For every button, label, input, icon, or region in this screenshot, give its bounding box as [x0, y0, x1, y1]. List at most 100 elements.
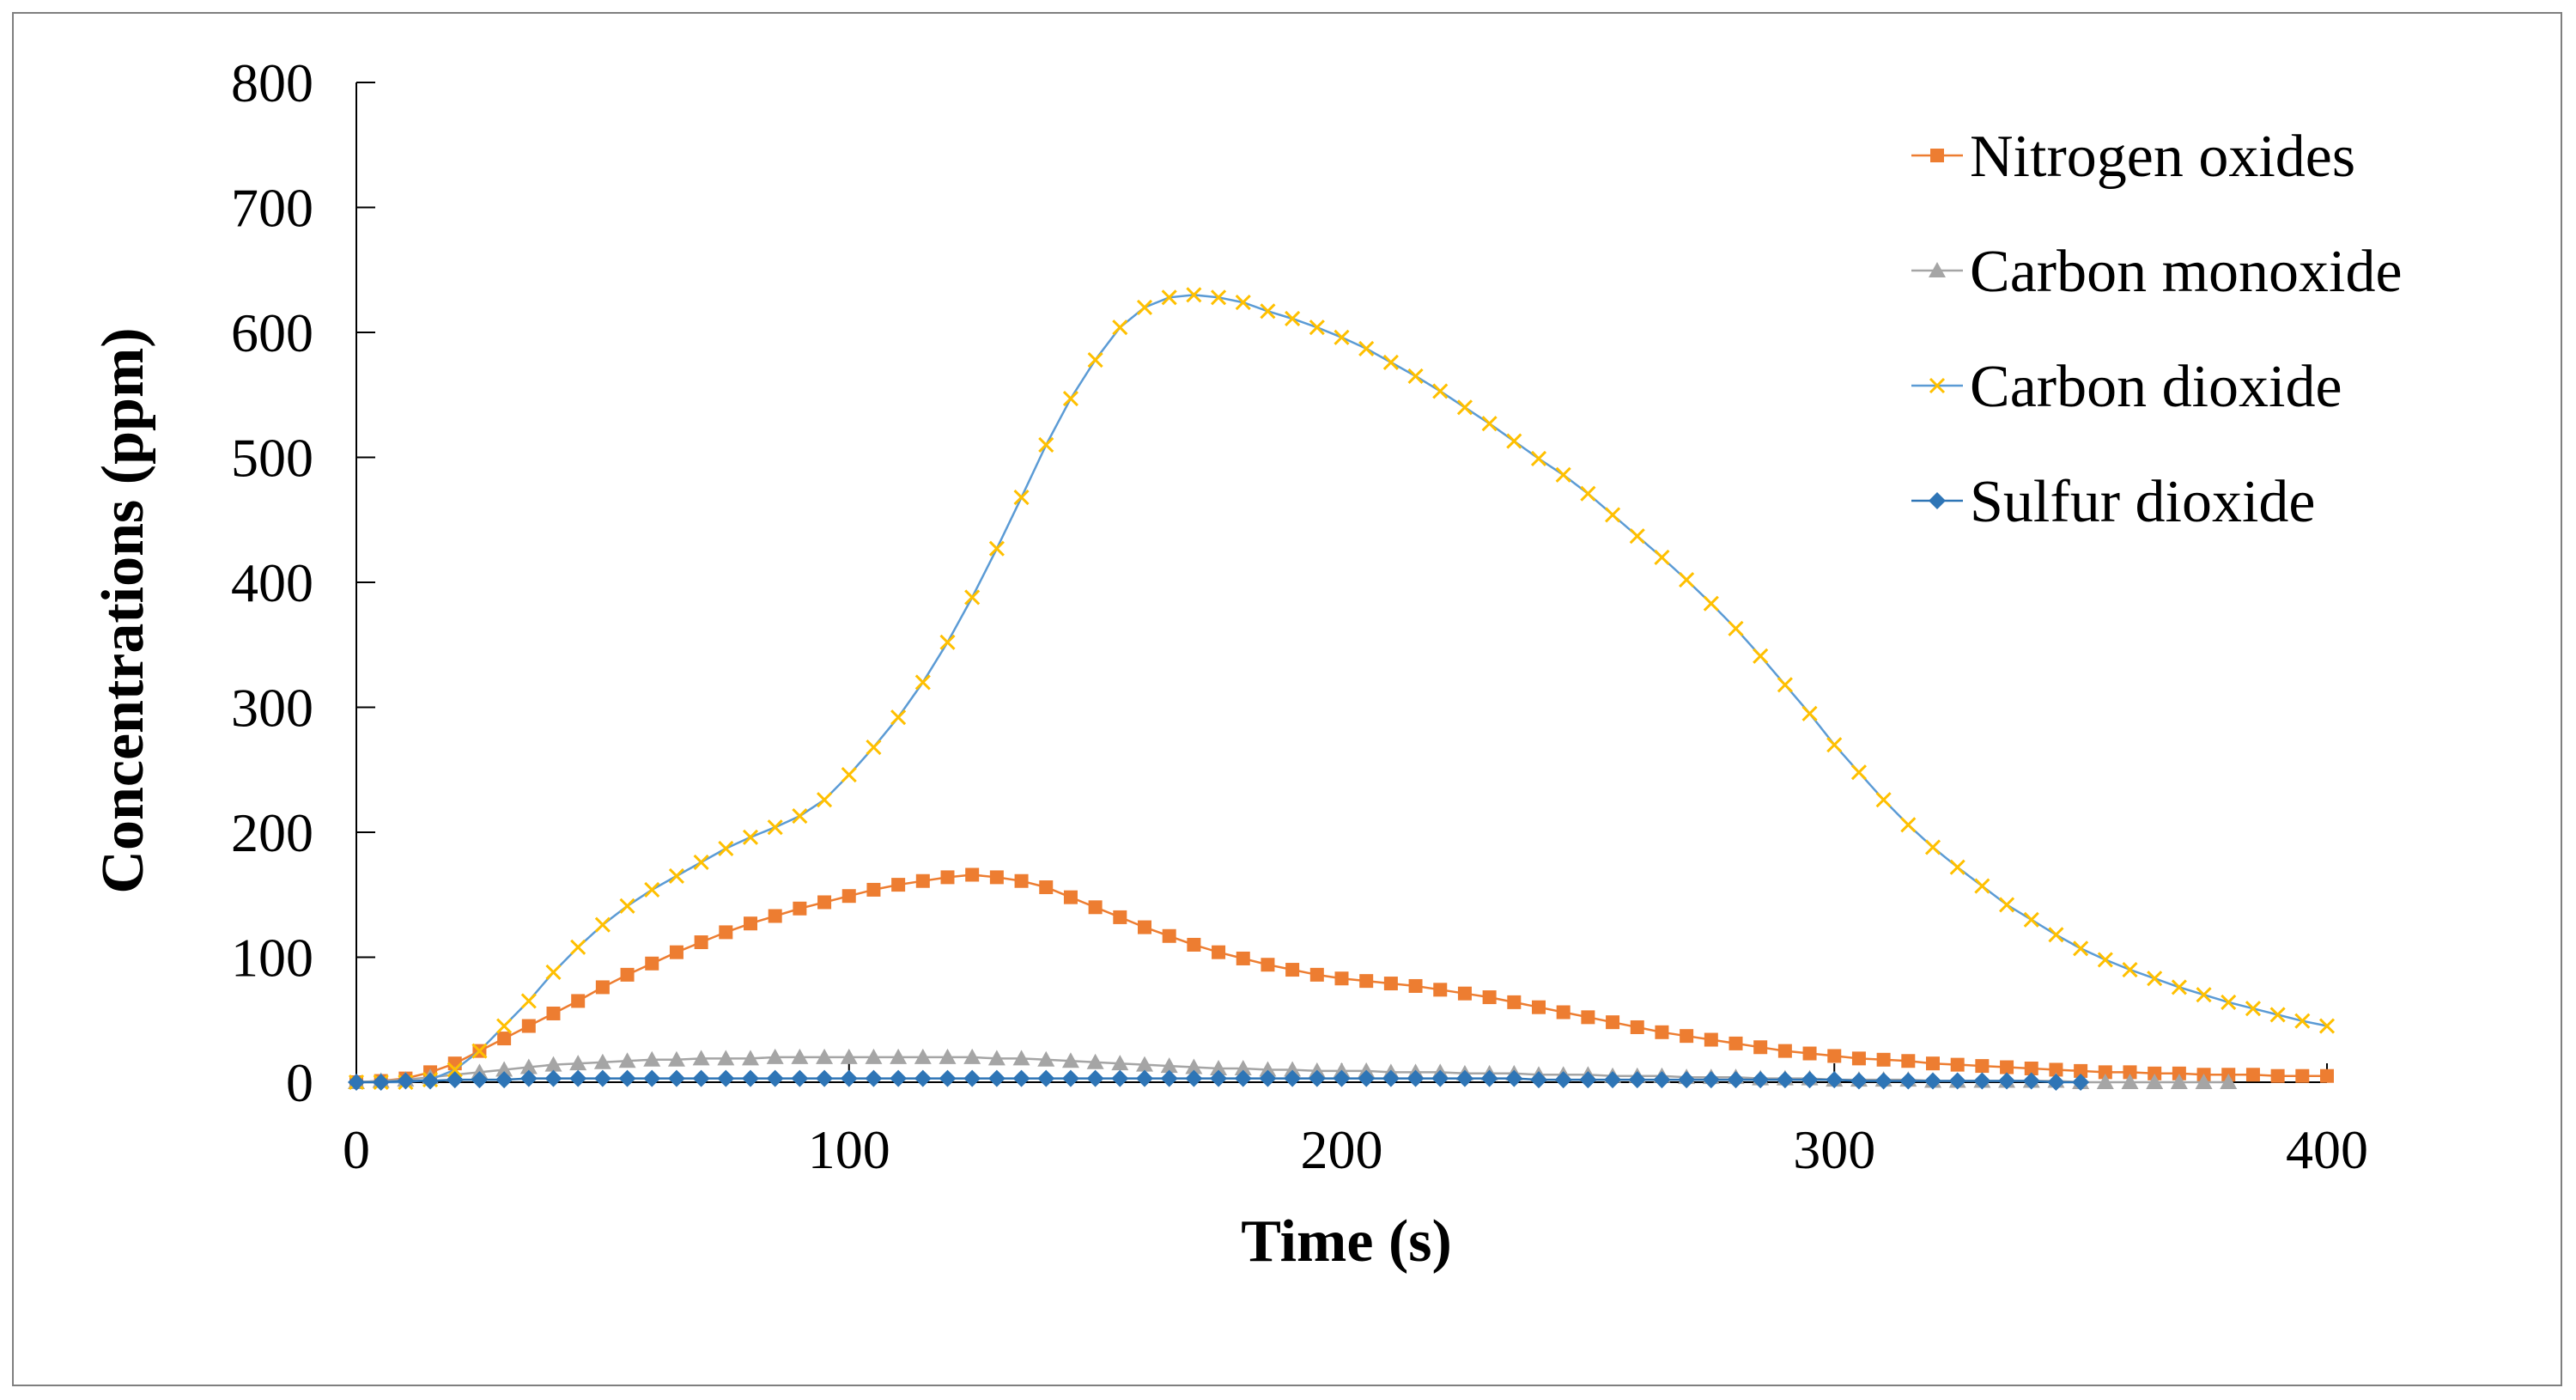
data-point-nitrogen-oxides — [1359, 974, 1374, 989]
data-point-carbon-monoxide — [1160, 1057, 1178, 1074]
data-point-carbon-dioxide — [447, 1062, 463, 1078]
data-point-carbon-dioxide — [619, 898, 635, 914]
data-point-carbon-dioxide — [1753, 648, 1769, 664]
data-point-sulfur-dioxide — [1455, 1069, 1473, 1087]
data-point-nitrogen-oxides — [1187, 937, 1201, 952]
data-point-nitrogen-oxides — [793, 901, 807, 916]
data-point-sulfur-dioxide — [1382, 1069, 1400, 1087]
legend-item-carbon-monoxide: Carbon monoxide — [1911, 239, 2403, 305]
data-point-carbon-dioxide — [1555, 466, 1571, 483]
data-point-carbon-monoxide — [2220, 1074, 2238, 1089]
data-point-sulfur-dioxide — [963, 1069, 981, 1087]
data-point-carbon-dioxide — [1875, 792, 1892, 808]
data-point-sulfur-dioxide — [939, 1069, 957, 1087]
data-point-carbon-dioxide — [1998, 897, 2015, 913]
data-point-carbon-monoxide — [766, 1048, 784, 1064]
data-point-nitrogen-oxides — [1630, 1020, 1644, 1034]
data-point-carbon-dioxide — [2097, 952, 2113, 968]
data-point-nitrogen-oxides — [1138, 920, 1151, 934]
data-point-carbon-monoxide — [569, 1055, 587, 1071]
data-point-nitrogen-oxides — [1777, 1044, 1792, 1058]
data-point-sulfur-dioxide — [422, 1072, 440, 1090]
data-point-carbon-dioxide — [1679, 572, 1695, 588]
data-point-sulfur-dioxide — [692, 1069, 710, 1087]
data-point-carbon-dioxide — [471, 1043, 488, 1059]
data-point-sulfur-dioxide — [987, 1069, 1005, 1087]
data-point-nitrogen-oxides — [595, 980, 610, 995]
data-point-nitrogen-oxides — [1482, 990, 1497, 1005]
data-point-carbon-dioxide — [1924, 839, 1941, 855]
data-point-sulfur-dioxide — [1185, 1069, 1203, 1087]
data-point-nitrogen-oxides — [2148, 1066, 2162, 1080]
y-tick-label: 400 — [231, 552, 313, 613]
data-point-carbon-dioxide — [1728, 620, 1744, 636]
data-point-nitrogen-oxides — [841, 889, 856, 904]
data-point-carbon-dioxide — [964, 589, 981, 606]
data-point-sulfur-dioxide — [1776, 1071, 1794, 1089]
data-point-carbon-dioxide — [1826, 737, 1843, 753]
data-point-carbon-dioxide — [594, 916, 611, 933]
data-point-carbon-monoxide — [791, 1048, 809, 1064]
data-point-carbon-monoxide — [2195, 1074, 2213, 1089]
data-point-carbon-dioxide — [1235, 295, 1251, 311]
data-point-nitrogen-oxides — [1827, 1049, 1842, 1063]
data-point-carbon-dioxide — [668, 867, 684, 884]
data-point-nitrogen-oxides — [1507, 995, 1522, 1009]
data-point-nitrogen-oxides — [645, 956, 659, 971]
data-point-sulfur-dioxide — [1111, 1069, 1129, 1087]
data-point-carbon-dioxide — [644, 881, 660, 898]
data-point-carbon-dioxide — [2196, 987, 2212, 1003]
data-point-nitrogen-oxides — [669, 945, 683, 959]
data-point-carbon-monoxide — [939, 1048, 957, 1064]
data-point-carbon-dioxide — [1456, 399, 1473, 416]
data-point-carbon-dioxide — [2294, 1013, 2311, 1029]
data-point-sulfur-dioxide — [840, 1069, 858, 1087]
series-nitrogen-oxides — [349, 867, 2334, 1089]
data-point-nitrogen-oxides — [1309, 967, 1324, 982]
data-point-carbon-monoxide — [1234, 1059, 1252, 1075]
data-point-nitrogen-oxides — [1457, 986, 1472, 1001]
data-point-sulfur-dioxide — [1210, 1069, 1228, 1087]
data-point-sulfur-dioxide — [1308, 1069, 1326, 1087]
data-point-carbon-monoxide — [742, 1050, 759, 1066]
data-point-nitrogen-oxides — [1039, 880, 1054, 895]
data-point-carbon-dioxide — [1530, 450, 1547, 467]
data-point-nitrogen-oxides — [1851, 1051, 1866, 1066]
data-point-sulfur-dioxide — [816, 1069, 834, 1087]
data-point-nitrogen-oxides — [1261, 958, 1275, 972]
series-sulfur-dioxide — [348, 1069, 2090, 1091]
data-point-nitrogen-oxides — [1113, 910, 1127, 924]
data-point-sulfur-dioxide — [1702, 1071, 1720, 1089]
x-axis-title: Time (s) — [1241, 1208, 1452, 1275]
data-point-carbon-dioxide — [1703, 595, 1719, 612]
data-point-carbon-dioxide — [1580, 485, 1596, 502]
data-point-carbon-monoxide — [717, 1050, 735, 1066]
data-point-sulfur-dioxide — [2072, 1074, 2090, 1091]
data-point-nitrogen-oxides — [2172, 1066, 2186, 1080]
data-point-nitrogen-oxides — [1383, 977, 1398, 991]
data-point-nitrogen-oxides — [1063, 890, 1078, 904]
data-point-carbon-monoxide — [963, 1048, 981, 1064]
data-point-nitrogen-oxides — [1212, 945, 1226, 959]
data-point-carbon-dioxide — [1013, 489, 1030, 506]
data-point-sulfur-dioxide — [569, 1069, 587, 1087]
data-point-sulfur-dioxide — [1752, 1071, 1770, 1089]
data-point-sulfur-dioxide — [1924, 1072, 1941, 1090]
data-point-sulfur-dioxide — [471, 1071, 489, 1089]
data-point-sulfur-dioxide — [348, 1074, 365, 1091]
data-point-sulfur-dioxide — [397, 1072, 415, 1090]
data-point-sulfur-dioxide — [742, 1069, 759, 1087]
data-point-carbon-dioxide — [1260, 303, 1276, 320]
data-point-sulfur-dioxide — [618, 1069, 636, 1087]
data-point-carbon-monoxide — [1284, 1061, 1302, 1077]
legend: Nitrogen oxides Carbon monoxide Carbon dio… — [1911, 124, 2403, 535]
legend-marker-nitrogen-oxides — [1930, 149, 1944, 162]
data-point-sulfur-dioxide — [1899, 1072, 1917, 1090]
data-point-nitrogen-oxides — [1433, 983, 1448, 997]
data-point-nitrogen-oxides — [1014, 873, 1029, 888]
legend-marker-carbon-dioxide — [1929, 377, 1946, 394]
data-point-carbon-dioxide — [1407, 368, 1424, 384]
data-point-carbon-monoxide — [593, 1053, 611, 1069]
data-point-nitrogen-oxides — [817, 895, 832, 910]
data-point-sulfur-dioxide — [372, 1074, 390, 1091]
